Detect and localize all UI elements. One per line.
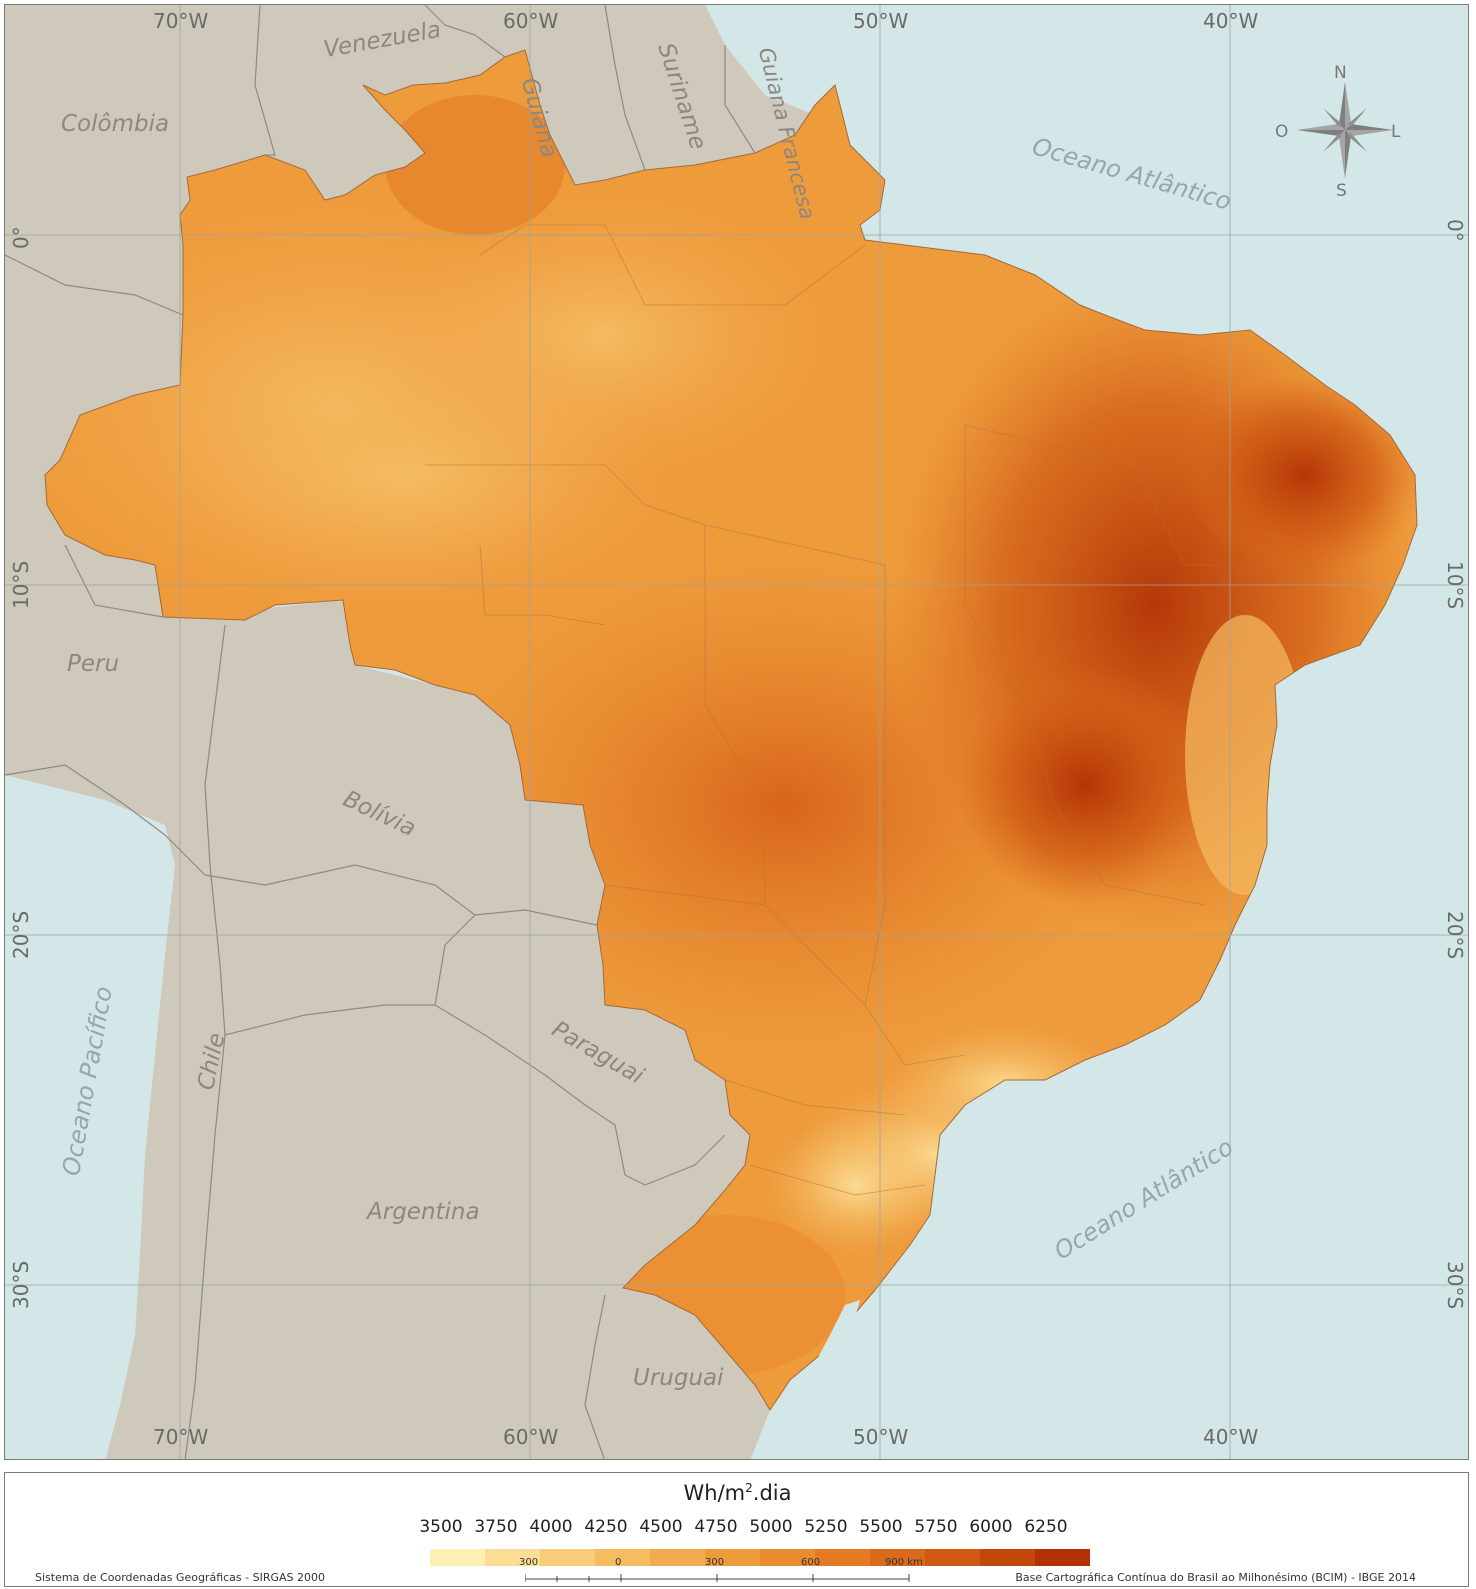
- legend-value-label: 5000: [749, 1517, 793, 1537]
- irradiation-layer: [45, 50, 1417, 1410]
- crs-note: Sistema de Coordenadas Geográficas - SIR…: [35, 1571, 326, 1584]
- state-borders: [425, 224, 1305, 1196]
- legend-value-label: 5750: [914, 1517, 958, 1537]
- legend-color-swatch: [760, 1549, 815, 1566]
- compass-east-label: L: [1391, 122, 1401, 142]
- country-label-colombia: Colômbia: [61, 111, 170, 137]
- legend-color-swatch: [595, 1549, 650, 1566]
- lagoon: [813, 1300, 860, 1370]
- latitude-label-left: 10°S: [9, 560, 33, 609]
- map-frame: N S L O Venezuela Colômbia Guiana Surina…: [4, 4, 1469, 1460]
- latitude-label-right: 10°S: [1443, 561, 1467, 610]
- legend-value-label: 4250: [584, 1517, 628, 1537]
- longitude-label-bottom: 70°W: [153, 1425, 209, 1449]
- source-note: Base Cartográfica Contínua do Brasil ao …: [1015, 1571, 1416, 1584]
- legend-value-label: 5250: [804, 1517, 848, 1537]
- legend-value-label: 4750: [694, 1517, 738, 1537]
- scale-label: 600: [801, 1557, 821, 1568]
- graticule: [5, 5, 1468, 1459]
- legend-color-swatch: [650, 1549, 705, 1566]
- legend-panel: Wh/m2.dia 3500 3750 4000 4250 4500 4750 5000 52…: [4, 1472, 1469, 1587]
- latitude-label-left: 30°S: [9, 1260, 33, 1309]
- scale-label: 0: [615, 1557, 622, 1568]
- legend-value-label: 3750: [474, 1517, 518, 1537]
- legend-color-swatch: [925, 1549, 980, 1566]
- legend-unit-suffix: .dia: [752, 1481, 792, 1505]
- scale-label: 900 km: [885, 1557, 923, 1568]
- country-label-peru: Peru: [67, 651, 120, 677]
- longitude-label-bottom: 60°W: [503, 1425, 559, 1449]
- compass-south-label: S: [1336, 181, 1347, 201]
- country-borders: [5, 5, 756, 1459]
- longitude-label-top: 70°W: [153, 9, 209, 33]
- country-label-argentina: Argentina: [367, 1199, 480, 1225]
- scale-bar-graphic: [525, 1574, 910, 1582]
- compass-north-label: N: [1334, 63, 1347, 83]
- longitude-label-bottom: 50°W: [853, 1425, 909, 1449]
- legend-color-swatch: [430, 1549, 485, 1566]
- legend-color-swatch: [485, 1549, 540, 1566]
- legend-unit: Wh/m2.dia: [5, 1481, 1470, 1505]
- longitude-label-top: 50°W: [853, 9, 909, 33]
- legend-value-label: 5500: [859, 1517, 903, 1537]
- legend-value-label: 6000: [969, 1517, 1013, 1537]
- latitude-label-right: 0°: [1443, 219, 1467, 242]
- latitude-label-left: 20°S: [9, 910, 33, 959]
- longitude-label-top: 40°W: [1203, 9, 1259, 33]
- compass-rose: [1297, 82, 1393, 178]
- latitude-label-left: 0°: [9, 226, 33, 249]
- legend-color-swatch: [980, 1549, 1035, 1566]
- map-canvas: [5, 5, 1468, 1459]
- scale-label: 300: [705, 1557, 725, 1568]
- compass-west-label: O: [1275, 122, 1289, 142]
- legend-unit-exponent: 2: [745, 1481, 753, 1495]
- scale-bar: 300 0 300 600 900 km: [519, 1557, 925, 1587]
- legend-unit-base: Wh/m: [683, 1481, 746, 1505]
- neighbor-land: [5, 385, 770, 1459]
- legend-color-swatch: [540, 1549, 595, 1566]
- legend-value-label: 4500: [639, 1517, 683, 1537]
- legend-value-label: 4000: [529, 1517, 573, 1537]
- longitude-label-top: 60°W: [503, 9, 559, 33]
- legend-color-swatch: [705, 1549, 760, 1566]
- longitude-label-bottom: 40°W: [1203, 1425, 1259, 1449]
- latitude-label-right: 20°S: [1443, 911, 1467, 960]
- legend-color-swatch: [1035, 1549, 1090, 1566]
- country-label-uruguai: Uruguai: [633, 1365, 724, 1391]
- scale-label: 300: [519, 1557, 539, 1568]
- legend-value-label: 3500: [419, 1517, 463, 1537]
- latitude-label-right: 30°S: [1443, 1261, 1467, 1310]
- legend-color-swatch: [870, 1549, 925, 1566]
- legend-value-label: 6250: [1024, 1517, 1068, 1537]
- legend-color-swatch: [815, 1549, 870, 1566]
